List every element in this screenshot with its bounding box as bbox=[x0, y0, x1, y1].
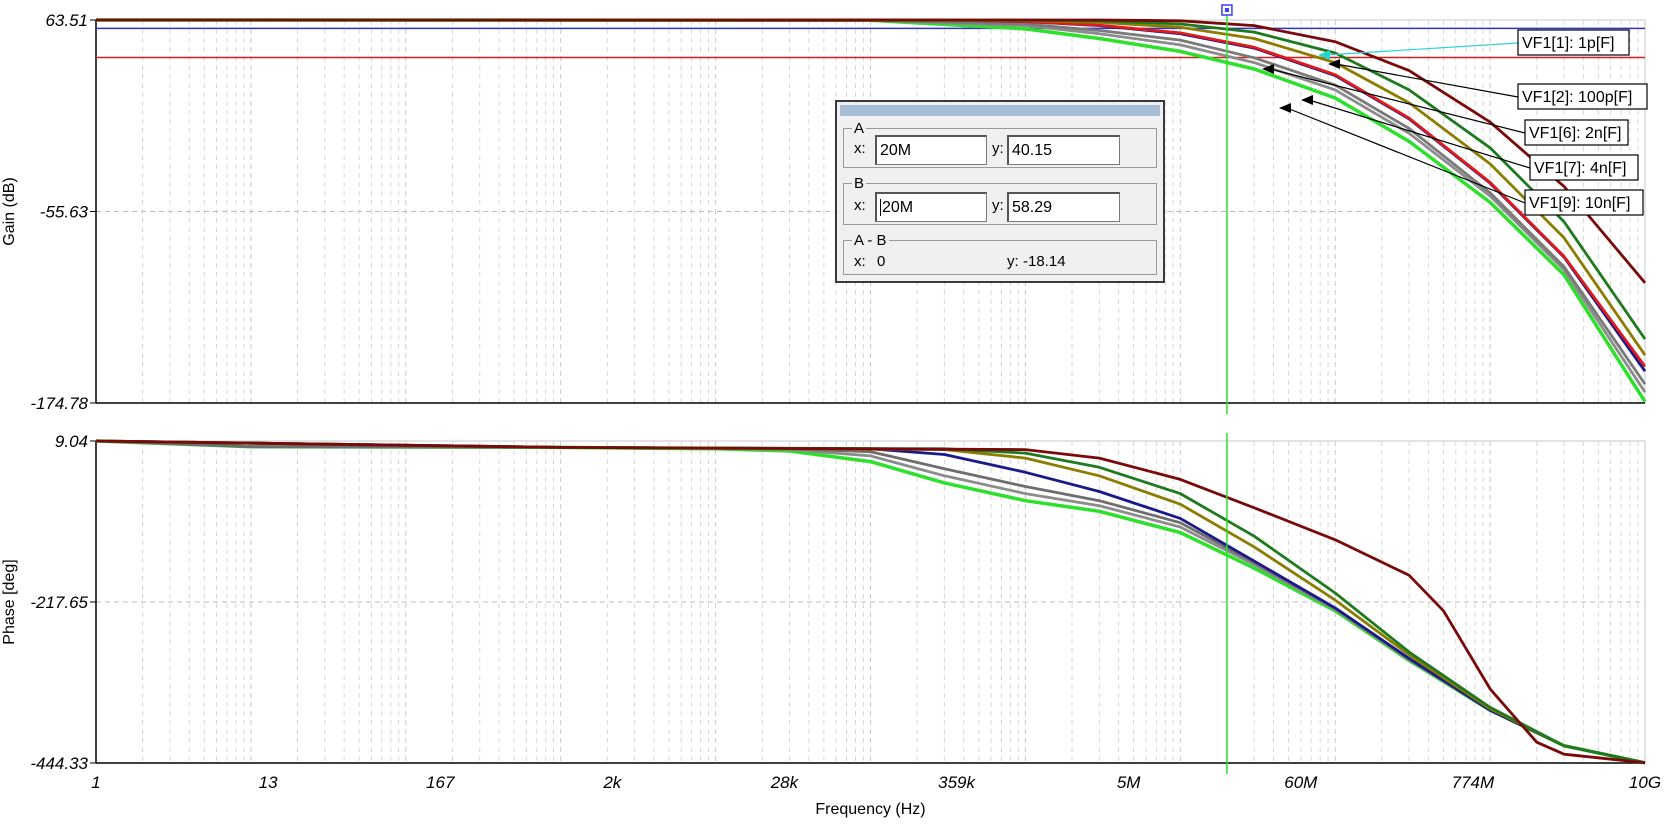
phase-panel bbox=[90, 433, 1646, 774]
cursor-b-group: B bbox=[843, 175, 1157, 225]
series-line bbox=[95, 18, 1647, 403]
y-tick-label: 63.51 bbox=[45, 11, 88, 30]
cursor-b-x-value: 20M bbox=[882, 199, 914, 216]
series-label: VF1[1]: 1p[F] bbox=[1522, 35, 1614, 52]
x-tick-label: 28k bbox=[770, 773, 800, 792]
gain-panel bbox=[90, 4, 1648, 414]
y-tick-label: -444.33 bbox=[30, 754, 88, 773]
cursor-a-y-label: y: bbox=[992, 140, 1004, 157]
y-axis-title: Gain (dB) bbox=[1, 177, 18, 245]
series-label: VF1[2]: 100p[F] bbox=[1522, 89, 1632, 106]
series-label: VF1[9]: 10n[F] bbox=[1529, 195, 1630, 212]
series-label-box bbox=[1524, 189, 1644, 216]
cursor-difference-group: A - B bbox=[843, 232, 1157, 275]
x-tick-label: 359k bbox=[938, 773, 976, 792]
label-leader-line bbox=[1308, 99, 1531, 169]
cursor-handle-center bbox=[1224, 8, 1229, 12]
label-leader-line bbox=[1335, 63, 1519, 98]
series-label-box bbox=[1529, 154, 1639, 181]
series-label-box bbox=[1517, 29, 1630, 56]
cursor-a-x-label: x: bbox=[854, 140, 866, 157]
cursor-b-x-field[interactable]: 20M bbox=[875, 192, 987, 222]
x-tick-label: 774M bbox=[1452, 773, 1495, 792]
x-tick-label: 167 bbox=[426, 773, 455, 792]
x-axis-title: Frequency (Hz) bbox=[815, 801, 925, 818]
cursor-a-y-field[interactable]: 40.15 bbox=[1007, 135, 1120, 165]
cursor-b-x-label: x: bbox=[854, 197, 866, 214]
cursor-b-y-label: y: bbox=[992, 197, 1004, 214]
label-leader-line bbox=[1286, 107, 1526, 204]
cursor-a-x-field[interactable]: 20M bbox=[875, 135, 987, 165]
cursor-a-legend: A bbox=[854, 120, 865, 137]
cursor-difference-legend: A - B bbox=[854, 232, 887, 249]
series-label: VF1[7]: 4n[F] bbox=[1534, 160, 1626, 177]
series-line bbox=[95, 18, 1647, 385]
label-arrowhead bbox=[1318, 50, 1330, 60]
label-arrowhead bbox=[1262, 64, 1274, 74]
difference-y-value: -18.14 bbox=[1023, 253, 1066, 270]
label-leader-line bbox=[1269, 68, 1526, 134]
x-tick-label: 1 bbox=[91, 773, 100, 792]
series-label-box bbox=[1524, 119, 1629, 146]
cursor-b-legend: B bbox=[854, 175, 865, 192]
series-label-box bbox=[1517, 83, 1648, 110]
x-tick-label: 10G bbox=[1629, 773, 1661, 792]
label-arrowhead bbox=[1279, 103, 1291, 113]
cursor-a-group: A bbox=[843, 120, 1157, 168]
y-axis-title: Phase [deg] bbox=[1, 559, 18, 644]
y-tick-label: -55.63 bbox=[40, 203, 89, 222]
y-tick-label: -174.78 bbox=[30, 394, 88, 413]
x-tick-label: 2k bbox=[602, 773, 622, 792]
series-label: VF1[6]: 2n[F] bbox=[1529, 125, 1621, 142]
difference-x-label: x: bbox=[854, 253, 866, 270]
cursor-readout-panel[interactable]: A x: 20M y: 40.15 B x: 20M y: 58.29 A - … bbox=[835, 100, 1165, 283]
x-tick-label: 5M bbox=[1117, 773, 1141, 792]
cursor-b-y-field[interactable]: 58.29 bbox=[1007, 192, 1120, 222]
x-tick-label: 60M bbox=[1284, 773, 1318, 792]
readout-title-bar[interactable] bbox=[840, 105, 1160, 116]
difference-x-value: 0 bbox=[877, 253, 886, 270]
series-line bbox=[95, 439, 1646, 765]
text-caret bbox=[880, 199, 881, 217]
label-arrowhead bbox=[1301, 95, 1313, 105]
y-tick-label: -217.65 bbox=[30, 593, 88, 612]
label-arrowhead bbox=[1328, 59, 1340, 69]
difference-y-label: y: bbox=[1007, 253, 1019, 270]
label-leader-line bbox=[1325, 42, 1519, 56]
y-tick-label: 9.04 bbox=[55, 432, 88, 451]
x-tick-label: 13 bbox=[259, 773, 278, 792]
